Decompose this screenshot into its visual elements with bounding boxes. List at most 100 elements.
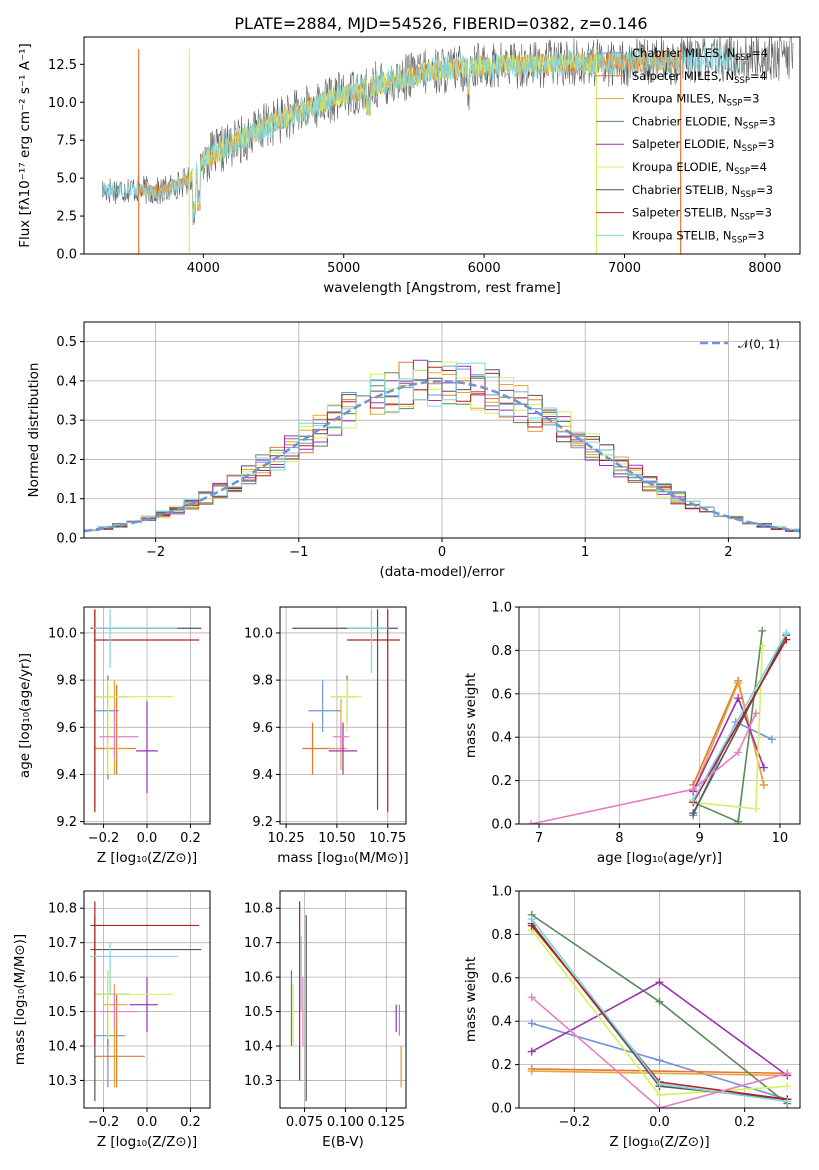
y-tick-label: 10.0 <box>48 96 77 111</box>
histogram-series <box>84 359 800 538</box>
point-marker <box>759 780 768 789</box>
point-marker <box>655 1090 664 1099</box>
point-marker <box>527 915 536 924</box>
point-marker <box>758 626 767 635</box>
spectrum-lines <box>101 37 794 254</box>
y-tick-label: 0.8 <box>491 644 512 659</box>
y-tick-label: 9.4 <box>252 768 273 783</box>
y-tick-label: 10.3 <box>48 1074 77 1089</box>
y-tick-label: 10.3 <box>244 1074 273 1089</box>
legend-label: Salpeter STELIB, NSSP=3 <box>632 206 772 223</box>
series-line <box>531 1068 788 1075</box>
point-marker <box>689 785 698 794</box>
series-line <box>692 639 788 803</box>
y-tick-label: 0.4 <box>491 1015 512 1030</box>
x-tick-label: 10.75 <box>369 831 406 846</box>
legend-label: Salpeter ELODIE, NSSP=3 <box>632 137 775 154</box>
line-series <box>527 910 792 1108</box>
x-tick-label: 0.2 <box>180 1115 201 1130</box>
x-tick-label: 0.100 <box>327 1115 364 1130</box>
x-axis-label: Z [log₁₀(Z/Z⊙)] <box>97 850 197 866</box>
y-tick-label: 0.2 <box>491 1058 512 1073</box>
point-marker <box>689 809 698 818</box>
point-marker <box>759 763 768 772</box>
legend-label: 𝒩(0, 1) <box>738 337 780 351</box>
figure-title: PLATE=2884, MJD=54526, FIBERID=0382, z=0… <box>234 14 647 33</box>
point-marker <box>527 1047 536 1056</box>
spectrum-panel: 4000 5000 6000 7000 8000 0.0 2.5 5.0 7.5 10.0 12.5… <box>17 36 801 296</box>
y-tick-label: 10.5 <box>48 1005 77 1020</box>
y-axis-label: Normed distribution <box>26 363 42 498</box>
legend-label: Chabrier ELODIE, NSSP=3 <box>632 114 776 131</box>
y-tick-label: 10.0 <box>244 626 273 641</box>
x-tick-label: 0 <box>438 545 446 560</box>
y-tick-label: 2.5 <box>56 210 77 225</box>
y-tick-label: 10.7 <box>48 936 77 951</box>
y-tick-label: 0.4 <box>56 374 77 389</box>
point-marker <box>734 748 743 757</box>
point-marker <box>767 735 776 744</box>
errorbar-series <box>90 901 202 1102</box>
x-tick-label: 0.0 <box>649 1115 670 1130</box>
y-axis-label: mass weight <box>463 673 479 758</box>
axes-frame <box>518 890 801 1109</box>
x-tick-label: 10 <box>772 831 789 846</box>
y-axis-label: mass [log₁₀(M/M⊙)] <box>12 934 28 1065</box>
point-marker <box>655 997 664 1006</box>
legend-label: Kroupa ELODIE, NSSP=4 <box>632 160 767 177</box>
y-tick-label: 0.4 <box>491 731 512 746</box>
y-tick-label: 9.2 <box>56 815 77 830</box>
y-tick-label: 0.5 <box>56 335 77 350</box>
y-axis-label: age [log₁₀(age/yr)] <box>17 653 33 778</box>
line-series <box>527 626 791 824</box>
point-marker <box>655 1104 664 1108</box>
x-tick-label: 8 <box>615 831 623 846</box>
y-tick-label: 9.4 <box>56 768 77 783</box>
y-tick-label: 10.8 <box>48 902 77 917</box>
series-line <box>692 632 788 801</box>
mass-vs-metallicity-panel: −0.2 0.0 0.2 10.3 10.4 10.5 10.6 10.7 10.8 Z [log… <box>12 890 211 1150</box>
y-axis-label: Flux [fλ10⁻¹⁷ erg cm⁻² s⁻¹ A⁻¹] <box>17 43 33 248</box>
y-tick-label: 10.4 <box>48 1040 77 1055</box>
axes-frame <box>279 890 407 1109</box>
x-tick-label: −0.2 <box>88 1115 120 1130</box>
x-tick-label: 2 <box>724 545 732 560</box>
x-tick-label: 7 <box>535 831 543 846</box>
errorbar-series <box>90 609 202 813</box>
axes-frame <box>83 36 801 255</box>
axes-frame <box>83 890 211 1109</box>
y-tick-label: 0.6 <box>491 687 512 702</box>
errorbar-series <box>292 609 400 813</box>
y-tick-label: 9.8 <box>56 674 77 689</box>
series-line <box>531 996 788 1108</box>
x-tick-label: 0.125 <box>368 1115 405 1130</box>
histogram-step <box>84 362 800 538</box>
x-axis-label: wavelength [Angstrom, rest frame] <box>323 280 561 296</box>
y-tick-label: 0.2 <box>56 453 77 468</box>
legend-label: Chabrier MILES, NSSP=4 <box>632 46 768 63</box>
y-tick-label: 10.5 <box>244 1005 273 1020</box>
series-line <box>531 1070 788 1077</box>
x-tick-label: 0.0 <box>137 1115 158 1130</box>
point-marker <box>734 678 743 687</box>
x-tick-label: 9 <box>696 831 704 846</box>
y-tick-label: 10.8 <box>244 902 273 917</box>
series-line <box>530 712 757 824</box>
y-tick-label: 0.8 <box>491 928 512 943</box>
residual-histogram-panel: −2 −1 0 1 2 0.0 0.1 0.2 0.3 0.4 0.5 (data-model)/er… <box>26 321 801 580</box>
y-tick-label: 7.5 <box>56 134 77 149</box>
x-tick-label: −1 <box>289 545 308 560</box>
x-tick-label: 1 <box>581 545 589 560</box>
spectrum-line <box>101 44 738 220</box>
series-line <box>692 634 788 814</box>
x-tick-label: 7000 <box>608 261 641 276</box>
y-tick-label: 0.0 <box>56 248 77 263</box>
x-tick-label: −2 <box>146 545 165 560</box>
point-marker <box>734 694 743 703</box>
y-tick-label: 5.0 <box>56 172 77 187</box>
x-tick-label: 10.50 <box>318 831 355 846</box>
point-marker <box>655 1056 664 1065</box>
y-tick-label: 1.0 <box>491 601 512 616</box>
normal-curve <box>84 379 800 533</box>
